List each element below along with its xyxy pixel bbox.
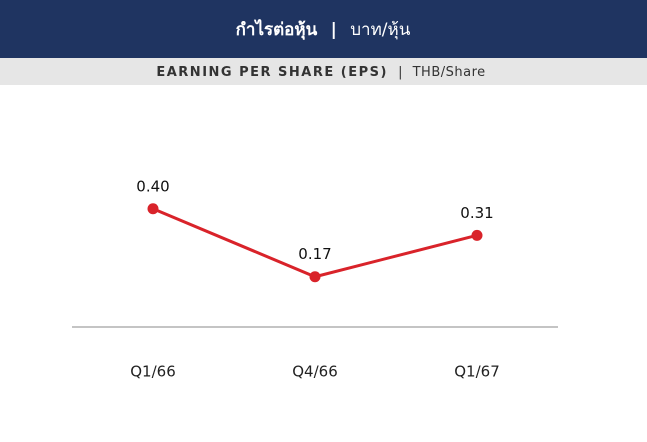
data-label: 0.17 <box>298 245 331 263</box>
data-point <box>147 203 159 215</box>
chart-title: กำไรต่อหุ้น | บาท/หุ้น <box>236 19 411 40</box>
data-label: 0.40 <box>136 177 169 195</box>
subtitle-main: EARNING PER SHARE (EPS) <box>156 65 388 80</box>
subtitle-separator: | <box>398 65 402 80</box>
title-unit: บาท/หุ้น <box>350 20 410 40</box>
x-tick-label: Q1/67 <box>454 363 500 381</box>
x-tick-label: Q1/66 <box>130 363 176 381</box>
data-point <box>471 229 483 241</box>
x-tick-label: Q4/66 <box>292 363 338 381</box>
subtitle-bar <box>0 58 647 85</box>
chart-subtitle: EARNING PER SHARE (EPS) | THB/Share <box>156 65 485 80</box>
data-label: 0.31 <box>460 204 493 222</box>
data-point <box>309 271 321 283</box>
title-separator: | <box>331 20 337 40</box>
subtitle-unit: THB/Share <box>412 65 486 80</box>
header-bar <box>0 0 647 58</box>
title-main: กำไรต่อหุ้น <box>236 19 318 40</box>
line-series <box>152 207 478 279</box>
